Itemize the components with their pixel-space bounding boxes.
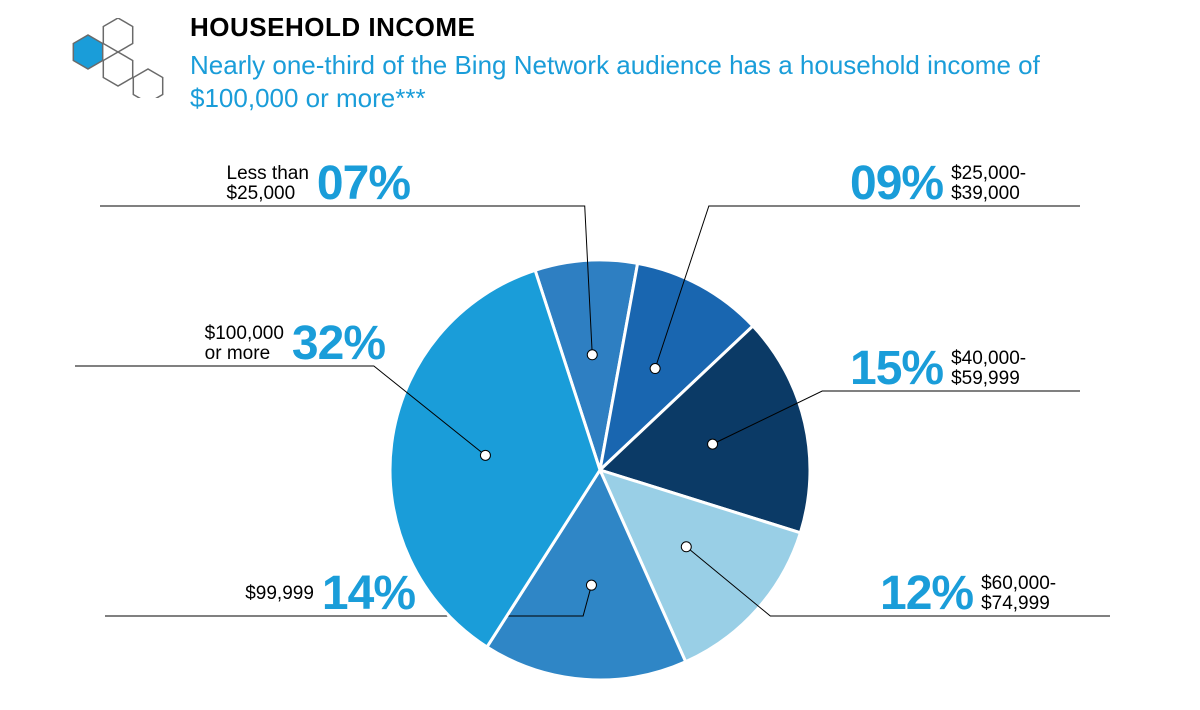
header-text: HOUSEHOLD INCOME Nearly one-third of the…	[190, 12, 1150, 114]
leader-dot-lt25	[587, 350, 597, 360]
callout-pct: 32%	[292, 320, 385, 368]
callout-75_99: 14% $99,999	[155, 570, 415, 618]
callout-range: $99,999	[245, 584, 314, 604]
leader-dot-100p	[480, 450, 490, 460]
callout-range: $100,000 or more	[205, 324, 284, 364]
callout-range: Less than $25,000	[227, 164, 309, 204]
callout-60_74: 12%$60,000- $74,999	[880, 570, 1056, 618]
header: HOUSEHOLD INCOME Nearly one-third of the…	[40, 12, 1150, 114]
callout-range: $40,000- $59,999	[951, 349, 1026, 389]
hexagon	[133, 69, 162, 98]
callout-lt25: 07%Less than $25,000	[150, 160, 410, 208]
callout-range: $60,000- $74,999	[981, 574, 1056, 614]
section-title: HOUSEHOLD INCOME	[190, 12, 1150, 43]
leader-dot-25_39	[650, 364, 660, 374]
section-subtitle: Nearly one-third of the Bing Network aud…	[190, 49, 1150, 114]
callout-pct: 14%	[322, 570, 415, 618]
callout-40_59: 15%$40,000- $59,999	[850, 345, 1026, 393]
callout-range: $25,000- $39,000	[951, 164, 1026, 204]
callout-25_39: 09%$25,000- $39,000	[850, 160, 1026, 208]
leader-dot-60_74	[681, 542, 691, 552]
pie-chart: 07%Less than $25,000 09%$25,000- $39,000 1…	[0, 120, 1200, 700]
callout-pct: 09%	[850, 160, 943, 208]
leader-dot-40_59	[708, 439, 718, 449]
callout-100p: 32%$100,000 or more	[125, 320, 385, 368]
callout-pct: 07%	[317, 160, 410, 208]
leader-dot-75_99	[586, 580, 596, 590]
callout-pct: 15%	[850, 345, 943, 393]
hexagon	[103, 52, 132, 86]
callout-pct: 12%	[880, 570, 973, 618]
hexagon	[73, 35, 102, 69]
hexagon	[103, 18, 132, 52]
hexagon-icon	[40, 18, 170, 98]
